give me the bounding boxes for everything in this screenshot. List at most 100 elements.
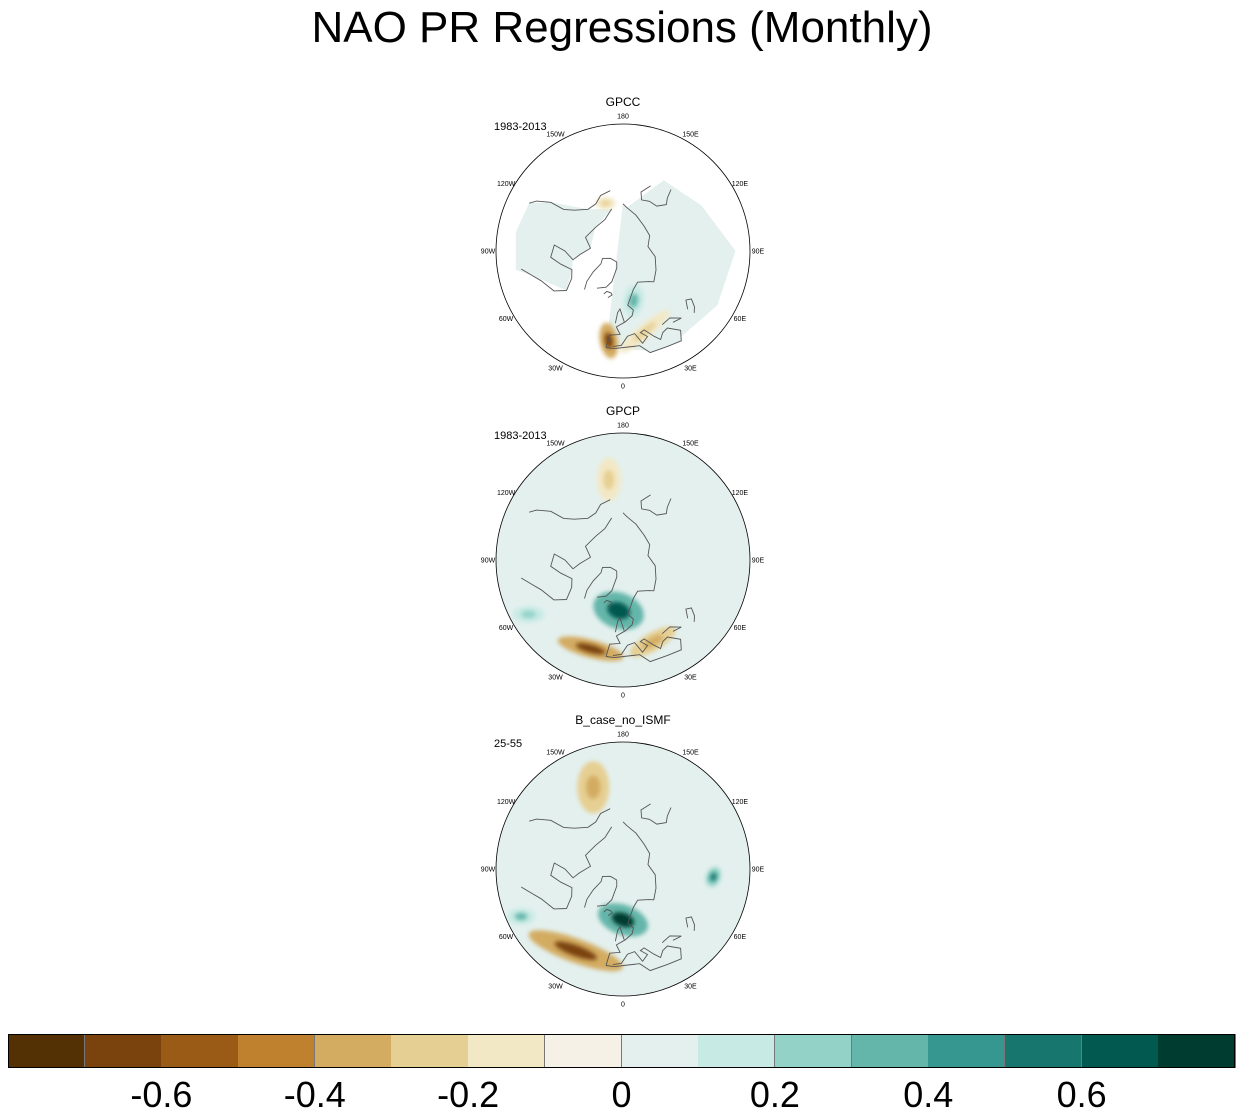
colorbar-box xyxy=(928,1034,1006,1068)
coastline xyxy=(661,317,682,326)
longitude-label: 60W xyxy=(499,625,514,632)
anomaly-core xyxy=(586,775,601,799)
polar-map-b-case: 180 150E 120E 90E 60E 30E 0 30W 60W 90W 120W 150W xyxy=(481,732,765,1009)
longitude-label: 120W xyxy=(497,799,516,806)
coastline xyxy=(685,607,695,622)
colorbar-box xyxy=(314,1034,392,1068)
colorbar-box xyxy=(1004,1034,1083,1068)
longitude-label: 60W xyxy=(499,934,514,941)
longitude-label: 60E xyxy=(734,316,747,323)
anomaly-core xyxy=(633,322,656,342)
map-background xyxy=(496,742,750,996)
anomaly-core xyxy=(607,602,630,620)
coastline xyxy=(614,925,625,942)
anomaly-core xyxy=(575,643,606,655)
longitude-label: 180 xyxy=(617,732,629,739)
colorbar-box xyxy=(468,1034,546,1068)
anomaly-core xyxy=(514,912,528,921)
panel-title-gpcc: GPCC xyxy=(605,95,641,109)
panel-period-b-case: 25-55 xyxy=(494,738,523,750)
longitude-label: 0 xyxy=(621,1002,625,1009)
coastline xyxy=(603,908,613,916)
colorbar-box xyxy=(1081,1034,1159,1068)
coastline xyxy=(529,190,611,211)
panel-title-b-case: B_case_no_ISMF xyxy=(575,713,671,727)
colorbar-tick-label: -0.6 xyxy=(130,1074,193,1115)
coastline xyxy=(661,935,682,944)
colorbar-box xyxy=(851,1034,929,1068)
longitude-label: 150W xyxy=(546,132,565,139)
longitude-label: 60E xyxy=(734,934,747,941)
longitude-label: 0 xyxy=(621,693,625,700)
longitude-label: 60W xyxy=(499,316,514,323)
longitude-label: 150E xyxy=(682,750,699,757)
coastline xyxy=(584,566,618,599)
map-border xyxy=(495,123,751,379)
longitude-label: 30W xyxy=(548,983,563,990)
panel-title-gpcp: GPCP xyxy=(605,404,640,418)
colorbar-tick-label: -0.2 xyxy=(437,1074,500,1115)
coastline xyxy=(584,257,618,290)
longitude-label: 90E xyxy=(752,249,765,256)
panel-period-gpcc: 1983-2013 xyxy=(494,121,547,133)
longitude-label: 120W xyxy=(497,490,516,497)
coastline xyxy=(640,803,672,825)
coastline xyxy=(685,298,695,313)
coastline xyxy=(520,517,613,601)
coastline xyxy=(614,307,625,324)
longitude-label: 150W xyxy=(546,441,565,448)
colorbar xyxy=(8,1034,1236,1070)
north-america-fill xyxy=(515,202,612,291)
colorbar-tick-label: 0.6 xyxy=(1056,1074,1107,1115)
panel-period-gpcp: 1983-2013 xyxy=(494,430,547,442)
coastline xyxy=(640,185,672,207)
anomaly-core xyxy=(554,941,598,960)
longitude-label: 150W xyxy=(546,750,565,757)
anomaly-core xyxy=(710,872,717,882)
coastline xyxy=(685,916,695,931)
coastline xyxy=(529,808,611,829)
longitude-label: 30W xyxy=(548,365,563,372)
longitude-label: 30W xyxy=(548,674,563,681)
longitude-label: 30E xyxy=(684,674,697,681)
coastline xyxy=(605,203,657,348)
coastline xyxy=(603,599,613,607)
colorbar-box xyxy=(621,1034,699,1068)
longitude-label: 120E xyxy=(732,799,749,806)
coastline xyxy=(529,499,611,520)
longitude-label: 0 xyxy=(621,384,625,391)
coastline xyxy=(605,945,682,972)
map-border xyxy=(495,432,751,688)
map-border xyxy=(495,741,751,997)
coastline xyxy=(520,826,613,910)
longitude-label: 180 xyxy=(617,423,629,430)
map-background xyxy=(496,433,750,687)
longitude-label: 120E xyxy=(732,181,749,188)
coastline xyxy=(605,636,682,663)
coastline xyxy=(605,327,682,354)
colorbar-box xyxy=(8,1034,86,1068)
colorbar-box xyxy=(774,1034,853,1068)
coastline xyxy=(661,626,682,635)
longitude-label: 30E xyxy=(684,365,697,372)
longitude-label: 120W xyxy=(497,181,516,188)
coastline xyxy=(584,875,618,908)
anomaly-core xyxy=(668,237,705,265)
longitude-label: 60E xyxy=(734,625,747,632)
longitude-label: 120E xyxy=(732,490,749,497)
longitude-label: 180 xyxy=(617,114,629,121)
longitude-label: 90W xyxy=(481,558,496,565)
longitude-label: 30E xyxy=(684,983,697,990)
colorbar-box xyxy=(698,1034,776,1068)
colorbar-tick-label: -0.4 xyxy=(283,1074,346,1115)
longitude-label: 90W xyxy=(481,249,496,256)
colorbar-box xyxy=(84,1034,162,1068)
longitude-label: 90E xyxy=(752,867,765,874)
anomaly-core xyxy=(521,610,536,618)
anomaly-core xyxy=(601,200,611,206)
longitude-label: 150E xyxy=(682,132,699,139)
colorbar-tick-label: 0.2 xyxy=(749,1074,800,1115)
coastline xyxy=(614,616,625,633)
colorbar-box xyxy=(544,1034,622,1068)
colorbar-tick-label: 0.4 xyxy=(903,1074,954,1115)
